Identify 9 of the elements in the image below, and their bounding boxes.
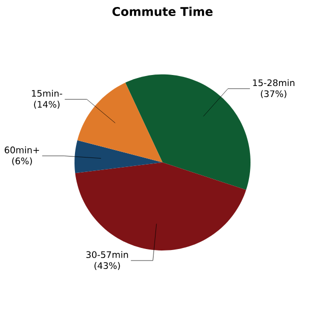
slice-label: 30-57min bbox=[86, 251, 128, 258]
slice-label: 60min+ bbox=[4, 146, 40, 154]
chart-title: Commute Time bbox=[112, 6, 213, 16]
data-label: (6%) bbox=[12, 157, 32, 166]
slice-label: 15-28min bbox=[253, 79, 294, 86]
data-label: (43%) bbox=[94, 262, 120, 270]
slice-label: 15min- bbox=[32, 90, 62, 97]
data-label: (37%) bbox=[260, 90, 286, 98]
data-label: (14%) bbox=[34, 100, 60, 109]
